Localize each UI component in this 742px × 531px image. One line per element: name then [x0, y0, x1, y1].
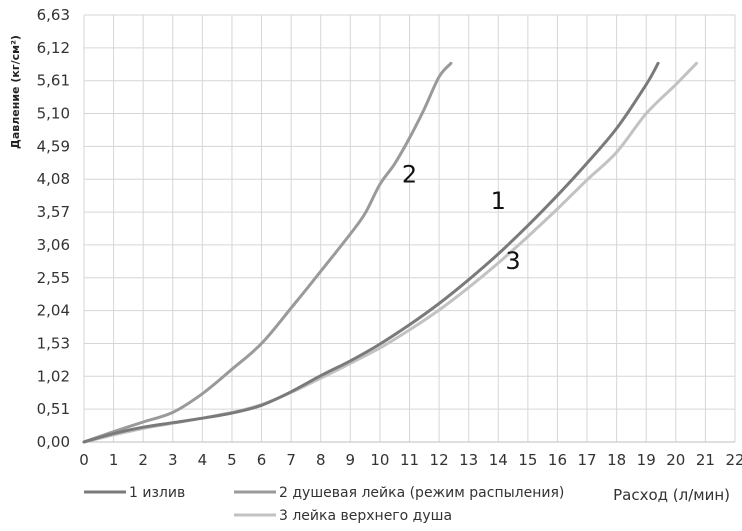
- y-tick-label: 2,04: [37, 302, 70, 320]
- x-tick-label: 17: [577, 451, 596, 469]
- y-tick-label: 0,00: [37, 433, 70, 451]
- series-lines: [82, 61, 698, 444]
- legend-label-1: 1 излив: [129, 485, 185, 501]
- y-tick-label: 5,61: [37, 72, 70, 90]
- legend-item-2: 2 душевая лейка (режим распыления): [234, 485, 564, 501]
- x-tick-label: 2: [138, 451, 148, 469]
- curve-annotation-3: 3: [505, 247, 520, 275]
- x-tick-label: 19: [637, 451, 656, 469]
- x-tick-label: 15: [518, 451, 537, 469]
- y-tick-label: 3,57: [37, 203, 70, 221]
- y-tick-label: 4,59: [37, 137, 70, 155]
- curve-annotation-1: 1: [491, 187, 506, 215]
- series-line-3: [82, 61, 698, 444]
- x-tick-label: 9: [346, 451, 356, 469]
- x-tick-label: 11: [400, 451, 419, 469]
- y-axis-label: Давление (кг/см²): [9, 35, 22, 149]
- y-tick-label: 4,08: [37, 170, 70, 188]
- legend-item-3: 3 лейка верхнего душа: [234, 508, 452, 524]
- x-tick-label: 12: [430, 451, 449, 469]
- y-tick-label: 6,12: [37, 39, 70, 57]
- x-axis-label: Расход (л/мин): [613, 486, 730, 504]
- x-tick-label: 4: [198, 451, 208, 469]
- x-tick-label: 5: [227, 451, 237, 469]
- y-tick-label: 5,10: [37, 105, 70, 123]
- x-tick-label: 8: [316, 451, 326, 469]
- y-tick-label: 3,06: [37, 236, 70, 254]
- x-tick-label: 13: [459, 451, 478, 469]
- x-tick-label: 21: [696, 451, 715, 469]
- x-tick-label: 6: [257, 451, 267, 469]
- series-line-2: [82, 61, 453, 444]
- series-line-1: [82, 61, 660, 444]
- y-tick-label: 0,51: [37, 400, 70, 418]
- x-tick-label: 10: [370, 451, 389, 469]
- curve-annotation-2: 2: [402, 160, 417, 188]
- legend: 1 излив 2 душевая лейка (режим распылени…: [84, 485, 564, 524]
- legend-label-3: 3 лейка верхнего душа: [279, 508, 452, 524]
- vertical-gridlines: [83, 15, 736, 442]
- x-tick-label: 18: [607, 451, 626, 469]
- x-tick-label: 22: [725, 451, 742, 469]
- legend-label-2: 2 душевая лейка (режим распыления): [279, 485, 564, 501]
- x-tick-label: 16: [548, 451, 567, 469]
- y-tick-label: 6,63: [37, 6, 70, 24]
- x-tick-label: 3: [168, 451, 178, 469]
- x-tick-label: 14: [489, 451, 508, 469]
- x-tick-label: 20: [666, 451, 685, 469]
- y-tick-label: 2,55: [37, 269, 70, 287]
- legend-item-1: 1 излив: [84, 485, 185, 501]
- x-tick-label: 0: [79, 451, 89, 469]
- x-tick-label: 7: [286, 451, 296, 469]
- x-tick-labels: 0 1 2 3 4 5 6 7 8 9 10 11 12 13 14 15 16 17 18 19 20 21 22: [79, 451, 742, 469]
- y-tick-labels: 0,00 0,51 1,02 1,53 2,04 2,55 3,06 3,57 4,08 4,59…: [37, 6, 70, 451]
- y-tick-label: 1,02: [37, 367, 70, 385]
- curve-annotations: 2 1 3: [402, 160, 521, 274]
- x-tick-label: 1: [109, 451, 119, 469]
- y-tick-label: 1,53: [37, 334, 70, 352]
